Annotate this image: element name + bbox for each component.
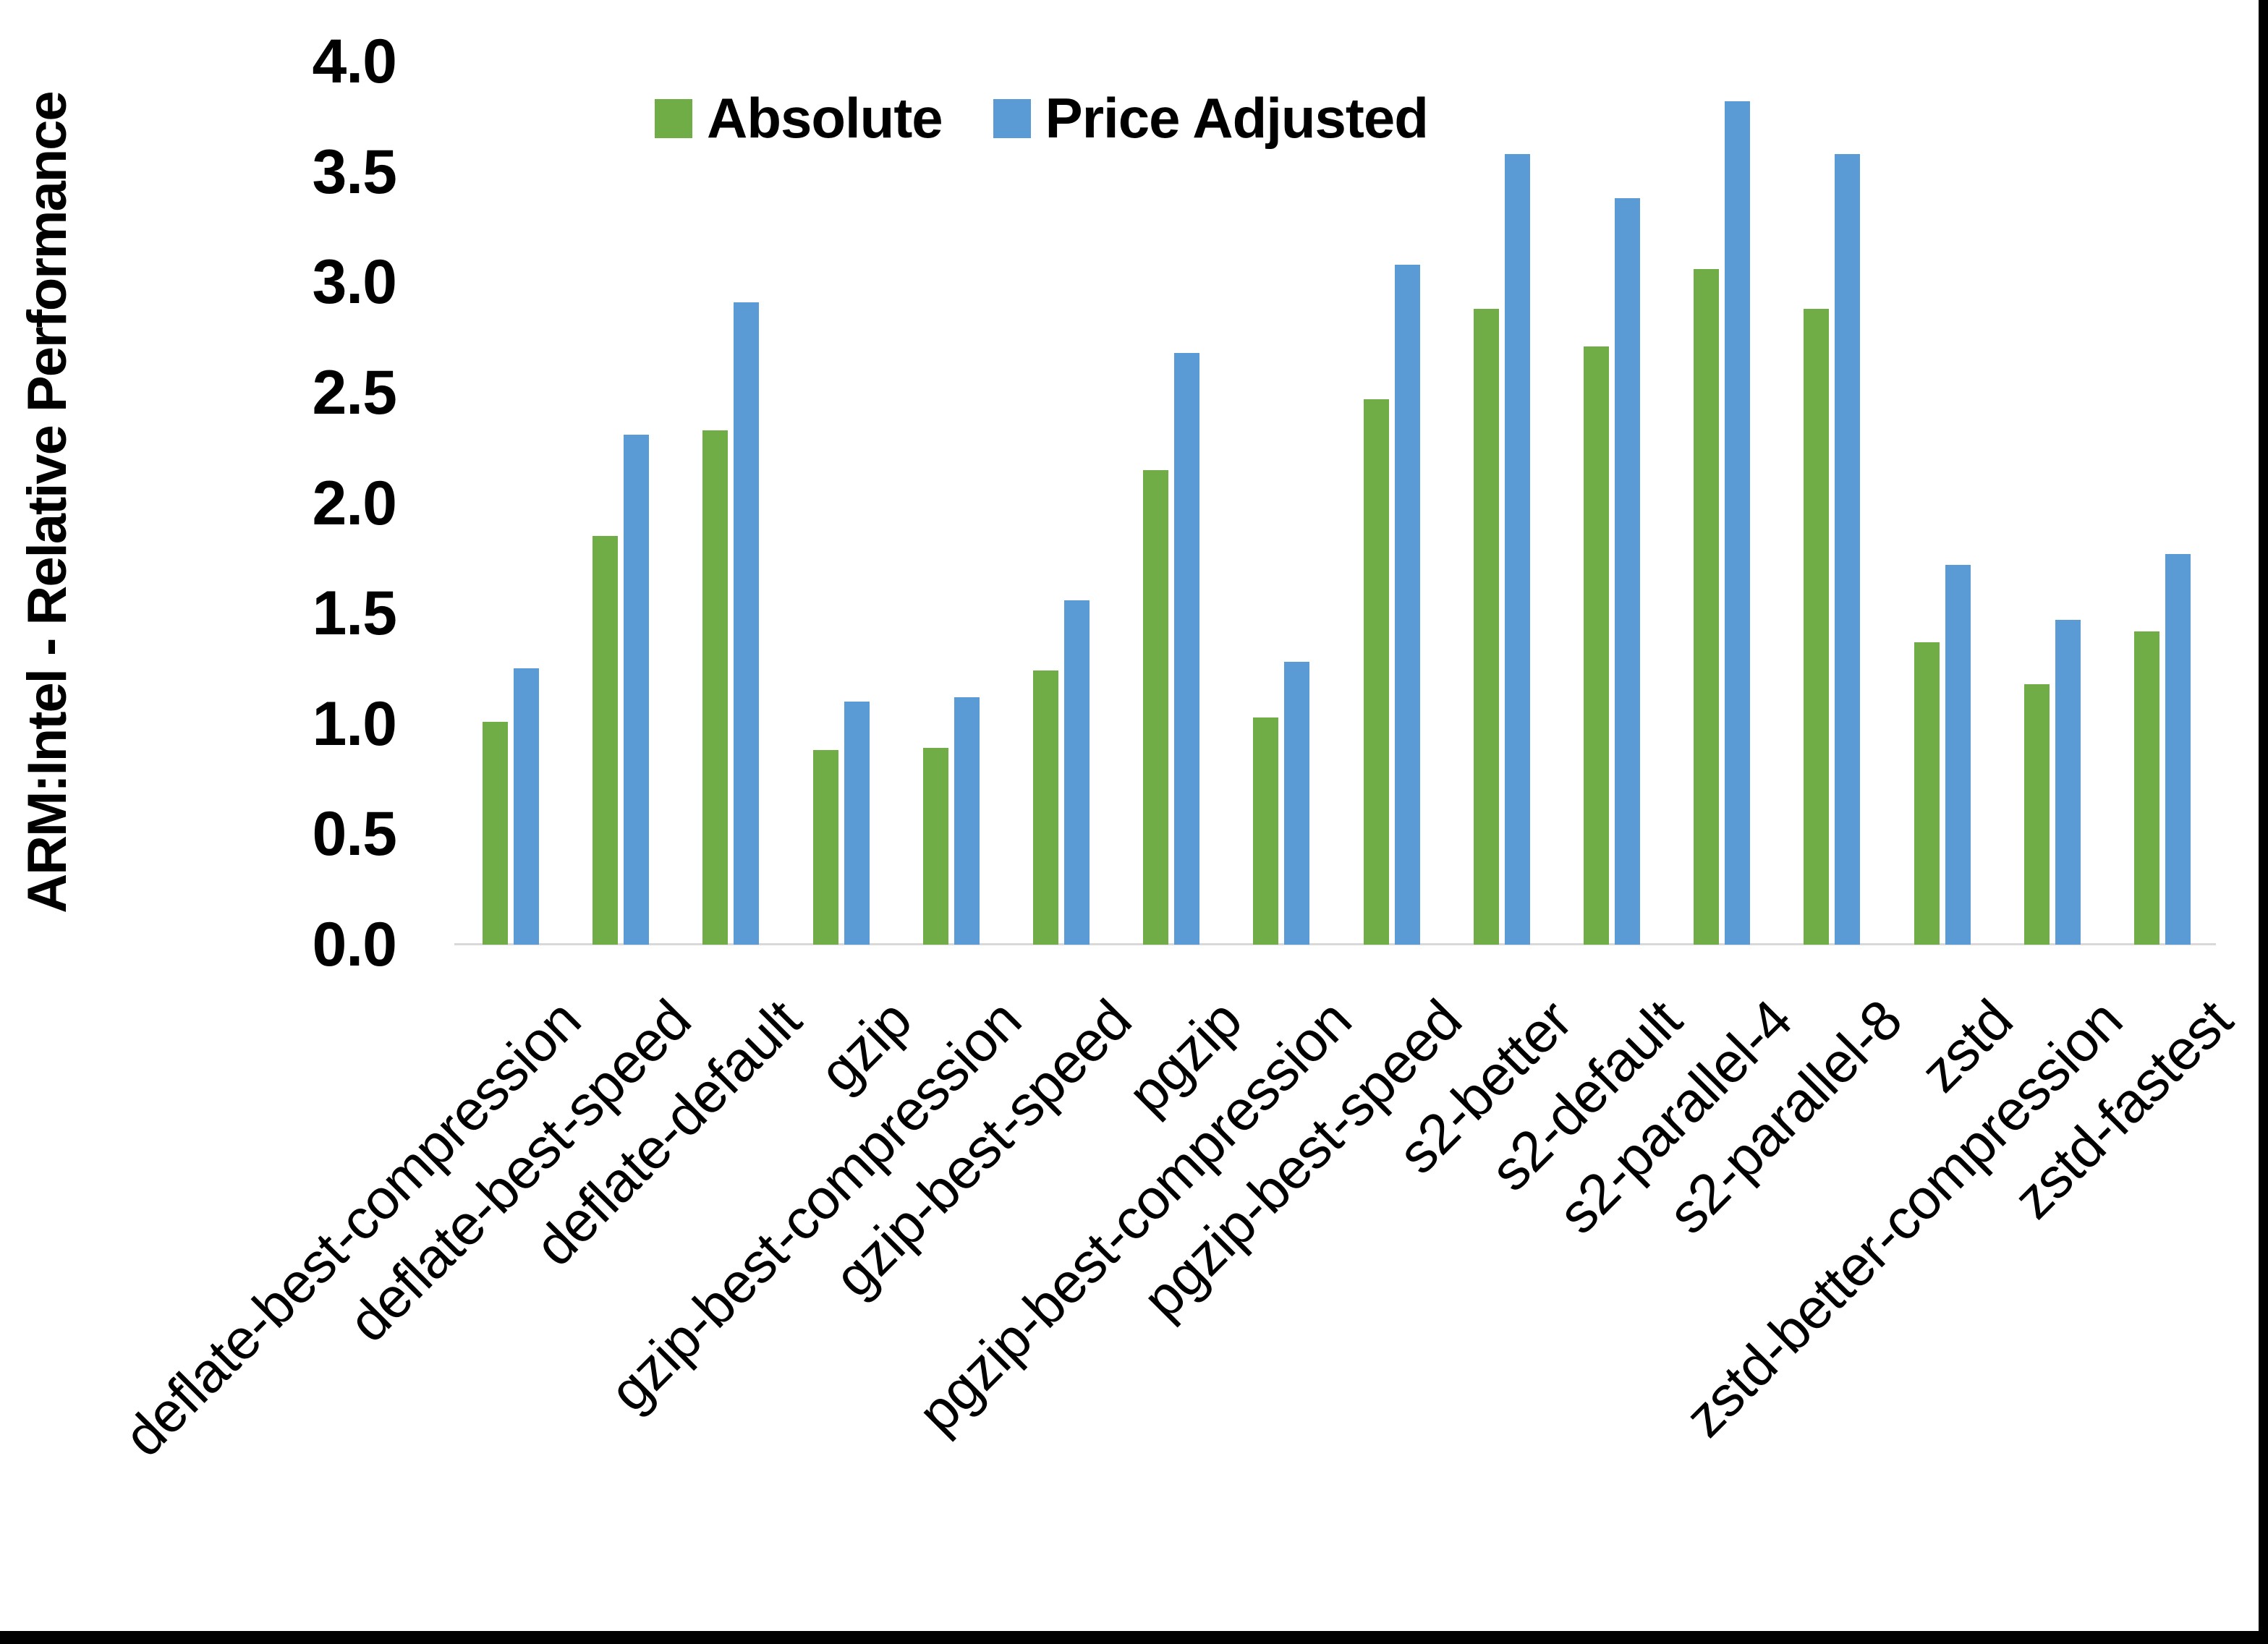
y-tick-label: 0.0 — [312, 910, 397, 979]
bar-price-adjusted — [844, 702, 870, 945]
y-tick-label: 1.0 — [312, 689, 397, 759]
bar-price-adjusted — [1174, 352, 1200, 945]
bar-price-adjusted — [1725, 101, 1751, 945]
bar-price-adjusted — [1945, 564, 1971, 945]
bar-absolute — [1694, 268, 1720, 945]
y-tick-label: 4.0 — [312, 27, 397, 96]
bar-price-adjusted — [734, 302, 760, 945]
bar-absolute — [1584, 346, 1609, 945]
legend-swatch-price-adjusted — [993, 98, 1031, 138]
bar-absolute — [702, 430, 729, 945]
legend-item-absolute: Absolute — [655, 85, 943, 151]
bar-absolute — [483, 721, 508, 945]
bar-absolute — [2023, 683, 2050, 945]
legend: Absolute Price Adjusted — [655, 85, 1429, 151]
y-tick-label: 2.5 — [312, 357, 397, 427]
bar-absolute — [1914, 642, 1940, 945]
x-category-label: deflate-best-compression — [111, 987, 593, 1469]
bar-absolute — [2134, 631, 2159, 945]
bar-absolute — [1143, 469, 1169, 945]
bar-absolute — [1473, 308, 1499, 945]
y-tick-label: 0.5 — [312, 799, 397, 869]
bar-price-adjusted — [1504, 154, 1530, 945]
bar-absolute — [1363, 399, 1389, 945]
bar-absolute — [593, 536, 619, 945]
y-tick-label: 3.0 — [312, 247, 397, 318]
y-tick-label: 3.5 — [312, 137, 397, 207]
bar-price-adjusted — [624, 434, 650, 945]
bar-price-adjusted — [1064, 600, 1090, 945]
bar-price-adjusted — [2165, 553, 2191, 945]
bar-absolute — [1253, 717, 1279, 945]
legend-swatch-absolute — [655, 98, 692, 138]
bar-price-adjusted — [514, 668, 539, 945]
bar-absolute — [922, 748, 948, 945]
bar-price-adjusted — [1394, 264, 1420, 945]
bar-absolute — [1033, 670, 1058, 945]
y-axis-title: ARM:Intel - Relative Performance — [17, 92, 78, 913]
page-bottom-border — [0, 1631, 2268, 1644]
legend-item-price-adjusted: Price Adjusted — [993, 85, 1429, 151]
legend-label-absolute: Absolute — [707, 86, 943, 150]
bar-price-adjusted — [954, 697, 980, 945]
y-tick-label: 1.5 — [312, 579, 397, 649]
page-right-border — [2259, 0, 2268, 1644]
bar-price-adjusted — [2055, 620, 2081, 945]
legend-label-price-adjusted: Price Adjusted — [1045, 86, 1429, 150]
bar-price-adjusted — [1615, 198, 1640, 945]
x-axis-baseline — [454, 943, 2216, 945]
bar-price-adjusted — [1835, 154, 1861, 945]
bar-absolute — [812, 750, 838, 945]
bar-absolute — [1804, 308, 1830, 945]
bar-price-adjusted — [1284, 662, 1310, 945]
y-tick-label: 2.0 — [312, 468, 397, 538]
